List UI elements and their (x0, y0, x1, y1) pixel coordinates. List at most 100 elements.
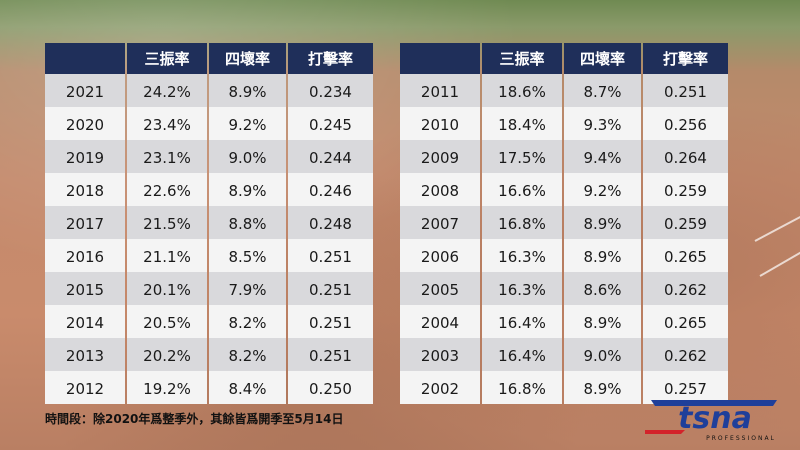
header-year (45, 43, 125, 74)
cell-walk-rate: 9.2% (564, 173, 641, 206)
cell-year: 2014 (45, 305, 125, 338)
cell-batting-average: 0.257 (643, 371, 728, 404)
table-header-row: 三振率 四壞率 打擊率 (45, 43, 373, 74)
table-row: 2008 16.6% 9.2% 0.259 (400, 173, 728, 206)
cell-year: 2003 (400, 338, 480, 371)
header-batting-average: 打擊率 (288, 43, 373, 74)
cell-walk-rate: 8.8% (209, 206, 286, 239)
cell-year: 2015 (45, 272, 125, 305)
cell-strikeout-rate: 22.6% (127, 173, 207, 206)
cell-strikeout-rate: 19.2% (127, 371, 207, 404)
table-row: 2020 23.4% 9.2% 0.245 (45, 107, 373, 140)
stats-table-left: 三振率 四壞率 打擊率 2021 24.2% 8.9% 0.234 2020 23.4% 9… (43, 43, 375, 404)
cell-year: 2016 (45, 239, 125, 272)
header-strikeout-rate: 三振率 (482, 43, 562, 74)
cell-walk-rate: 8.9% (209, 173, 286, 206)
cell-batting-average: 0.265 (643, 305, 728, 338)
cell-strikeout-rate: 16.3% (482, 239, 562, 272)
cell-walk-rate: 8.5% (209, 239, 286, 272)
cell-walk-rate: 9.3% (564, 107, 641, 140)
table-row: 2003 16.4% 9.0% 0.262 (400, 338, 728, 371)
cell-walk-rate: 8.2% (209, 338, 286, 371)
cell-batting-average: 0.265 (643, 239, 728, 272)
cell-year: 2008 (400, 173, 480, 206)
cell-walk-rate: 8.9% (209, 74, 286, 107)
cell-strikeout-rate: 24.2% (127, 74, 207, 107)
cell-year: 2009 (400, 140, 480, 173)
cell-strikeout-rate: 16.4% (482, 305, 562, 338)
cell-year: 2004 (400, 305, 480, 338)
header-walk-rate: 四壞率 (564, 43, 641, 74)
cell-strikeout-rate: 21.5% (127, 206, 207, 239)
cell-batting-average: 0.264 (643, 140, 728, 173)
cell-batting-average: 0.244 (288, 140, 373, 173)
cell-strikeout-rate: 16.4% (482, 338, 562, 371)
cell-walk-rate: 8.4% (209, 371, 286, 404)
cell-year: 2012 (45, 371, 125, 404)
cell-batting-average: 0.251 (288, 272, 373, 305)
table-row: 2021 24.2% 8.9% 0.234 (45, 74, 373, 107)
table-row: 2015 20.1% 7.9% 0.251 (45, 272, 373, 305)
header-walk-rate: 四壞率 (209, 43, 286, 74)
cell-year: 2006 (400, 239, 480, 272)
cell-strikeout-rate: 20.1% (127, 272, 207, 305)
table-row: 2013 20.2% 8.2% 0.251 (45, 338, 373, 371)
table-row: 2012 19.2% 8.4% 0.250 (45, 371, 373, 404)
cell-year: 2017 (45, 206, 125, 239)
table-row: 2018 22.6% 8.9% 0.246 (45, 173, 373, 206)
table-row: 2004 16.4% 8.9% 0.265 (400, 305, 728, 338)
cell-batting-average: 0.251 (288, 239, 373, 272)
footnote: 時間段：除2020年爲整季外，其餘皆爲開季至5月14日 (45, 412, 344, 426)
cell-strikeout-rate: 17.5% (482, 140, 562, 173)
cell-year: 2019 (45, 140, 125, 173)
cell-strikeout-rate: 16.8% (482, 371, 562, 404)
cell-walk-rate: 8.9% (564, 239, 641, 272)
cell-batting-average: 0.256 (643, 107, 728, 140)
cell-walk-rate: 9.0% (209, 140, 286, 173)
header-batting-average: 打擊率 (643, 43, 728, 74)
cell-batting-average: 0.245 (288, 107, 373, 140)
table-row: 2010 18.4% 9.3% 0.256 (400, 107, 728, 140)
logo-subtext: PROFESSIONAL (706, 435, 776, 442)
cell-walk-rate: 8.9% (564, 305, 641, 338)
cell-walk-rate: 8.6% (564, 272, 641, 305)
cell-strikeout-rate: 23.1% (127, 140, 207, 173)
table-row: 2014 20.5% 8.2% 0.251 (45, 305, 373, 338)
table-row: 2011 18.6% 8.7% 0.251 (400, 74, 728, 107)
cell-strikeout-rate: 16.6% (482, 173, 562, 206)
header-year (400, 43, 480, 74)
cell-batting-average: 0.262 (643, 272, 728, 305)
cell-strikeout-rate: 18.4% (482, 107, 562, 140)
table-row: 2019 23.1% 9.0% 0.244 (45, 140, 373, 173)
cell-strikeout-rate: 23.4% (127, 107, 207, 140)
stats-table-right: 三振率 四壞率 打擊率 2011 18.6% 8.7% 0.251 2010 18.4% 9… (398, 43, 730, 404)
cell-walk-rate: 8.9% (564, 371, 641, 404)
cell-year: 2021 (45, 74, 125, 107)
cell-year: 2018 (45, 173, 125, 206)
cell-walk-rate: 9.0% (564, 338, 641, 371)
cell-year: 2011 (400, 74, 480, 107)
cell-strikeout-rate: 16.3% (482, 272, 562, 305)
cell-batting-average: 0.251 (288, 305, 373, 338)
cell-year: 2005 (400, 272, 480, 305)
cell-batting-average: 0.259 (643, 173, 728, 206)
cell-year: 2010 (400, 107, 480, 140)
cell-batting-average: 0.246 (288, 173, 373, 206)
cell-walk-rate: 9.4% (564, 140, 641, 173)
cell-strikeout-rate: 20.2% (127, 338, 207, 371)
table-row: 2016 21.1% 8.5% 0.251 (45, 239, 373, 272)
cell-walk-rate: 8.2% (209, 305, 286, 338)
cell-walk-rate: 8.9% (564, 206, 641, 239)
cell-year: 2002 (400, 371, 480, 404)
table-row: 2007 16.8% 8.9% 0.259 (400, 206, 728, 239)
cell-year: 2013 (45, 338, 125, 371)
cell-year: 2007 (400, 206, 480, 239)
table-header-row: 三振率 四壞率 打擊率 (400, 43, 728, 74)
cell-batting-average: 0.251 (288, 338, 373, 371)
table-row: 2005 16.3% 8.6% 0.262 (400, 272, 728, 305)
table-row: 2002 16.8% 8.9% 0.257 (400, 371, 728, 404)
cell-strikeout-rate: 20.5% (127, 305, 207, 338)
header-strikeout-rate: 三振率 (127, 43, 207, 74)
cell-strikeout-rate: 21.1% (127, 239, 207, 272)
cell-walk-rate: 7.9% (209, 272, 286, 305)
